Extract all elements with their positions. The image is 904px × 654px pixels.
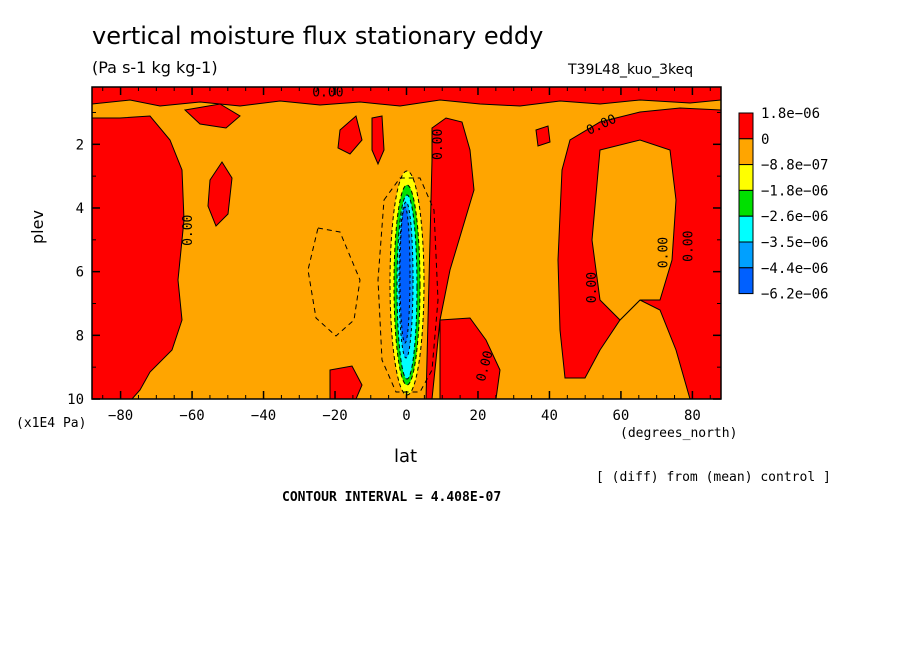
- orange-region-north-inset: [591, 139, 677, 321]
- x-axis: −80 −60 −40 −20 0 20 40 60 80: [102, 87, 711, 424]
- colorbar-label: −6.2e−06: [761, 287, 828, 303]
- contour-label: 0.00: [656, 237, 671, 268]
- colorbar-label: 0: [761, 132, 769, 148]
- x-tick-label: −60: [179, 408, 204, 424]
- contour-label: 0.00: [431, 129, 446, 160]
- y-tick-label: 2: [76, 137, 84, 153]
- contour-label: 0.00: [585, 272, 600, 303]
- colorbar-swatch: [738, 138, 754, 166]
- positive-region-upper-tongue: [183, 103, 241, 129]
- colorbar-swatch: [738, 164, 754, 191]
- y-tick-label: 10: [67, 392, 84, 408]
- plot-area: [92, 87, 721, 399]
- colorbar-swatch: [738, 189, 754, 217]
- positive-region-low-east: [439, 317, 501, 399]
- positive-region-small-mid: [337, 115, 363, 155]
- y-tick-label: 4: [76, 201, 84, 217]
- positive-region-top-band: [92, 87, 721, 107]
- x-tick-label: 80: [684, 408, 701, 424]
- negative-level-blue: [399, 206, 411, 344]
- colorbar-swatch: [738, 241, 754, 269]
- positive-region-south-mid: [207, 161, 233, 227]
- x-tick-label: 40: [541, 408, 558, 424]
- diff-note: [ (diff) from (mean) control ]: [596, 470, 831, 485]
- colorbar-swatch: [738, 267, 754, 295]
- y-tick-label: 6: [76, 265, 84, 281]
- colorbar-label: −1.8e−06: [761, 183, 828, 199]
- colorbar-label: 1.8e−06: [761, 106, 820, 122]
- y-tick-label: 8: [76, 328, 84, 344]
- contour-interval: CONTOUR INTERVAL = 4.408E-07: [282, 490, 502, 505]
- positive-region-south-polar: [92, 115, 185, 399]
- colorbar-swatch: [738, 112, 754, 140]
- positive-region-small-north: [535, 125, 551, 147]
- contour-label: 0.00: [181, 215, 196, 246]
- chart-units: (Pa s-1 kg kg-1): [92, 58, 218, 77]
- y-axis: 2 4 6 8 10: [67, 111, 721, 408]
- colorbar-swatch: [738, 215, 754, 243]
- negative-contour-subtropics: [307, 227, 361, 337]
- x-tick-label: 0: [402, 408, 410, 424]
- x-axis-units: (degrees_north): [620, 426, 738, 441]
- x-tick-label: 60: [613, 408, 630, 424]
- negative-contour-equator-outer: [377, 177, 439, 393]
- positive-region-small-low: [329, 365, 363, 399]
- colorbar-label: −8.8e−07: [761, 158, 828, 174]
- colorbar-label: −4.4e−06: [761, 261, 828, 277]
- x-tick-label: −40: [251, 408, 276, 424]
- contour-label: 0.00: [681, 231, 696, 262]
- positive-region-small-south: [371, 115, 385, 166]
- y-axis-multiplier: (x1E4 Pa): [16, 416, 87, 431]
- x-tick-label: −80: [108, 408, 133, 424]
- colorbar: 1.8e−06 0 −8.8e−07 −1.8e−06 −2.6e−06 −3.5e−06…: [738, 106, 828, 303]
- run-label: T39L48_kuo_3keq: [568, 62, 694, 78]
- chart-title: vertical moisture flux stationary eddy: [92, 22, 544, 50]
- x-tick-label: −20: [322, 408, 347, 424]
- colorbar-label: −3.5e−06: [761, 235, 828, 251]
- x-axis-label: lat: [394, 446, 418, 467]
- x-tick-label: 20: [470, 408, 487, 424]
- colorbar-label: −2.6e−06: [761, 209, 828, 225]
